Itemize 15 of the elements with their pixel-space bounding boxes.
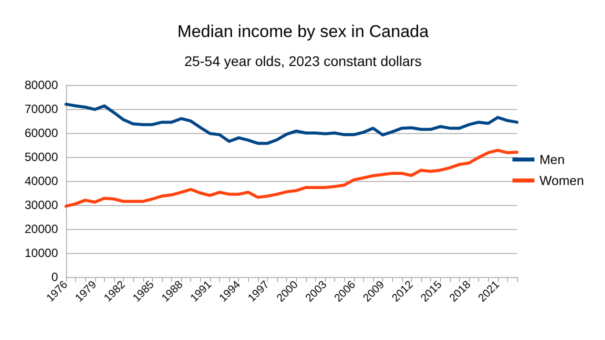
y-tick-label: 50000 — [24, 150, 58, 164]
y-tick-label: 0 — [51, 270, 58, 284]
line-series — [64, 102, 518, 145]
y-tick-label: 20000 — [24, 222, 58, 236]
y-tick-label: 60000 — [24, 126, 58, 140]
chart-subtitle: 25-54 year olds, 2023 constant dollars — [184, 53, 422, 69]
y-tick-label: 10000 — [24, 246, 58, 260]
y-tick-label: 30000 — [24, 198, 58, 212]
line-series — [64, 148, 518, 208]
legend-label: Women — [539, 173, 584, 188]
y-tick-label: 70000 — [24, 102, 58, 116]
y-tick-label: 40000 — [24, 174, 58, 188]
y-tick-label: 80000 — [24, 78, 58, 92]
legend-label: Men — [539, 152, 565, 167]
chart-title: Median income by sex in Canada — [177, 22, 430, 41]
